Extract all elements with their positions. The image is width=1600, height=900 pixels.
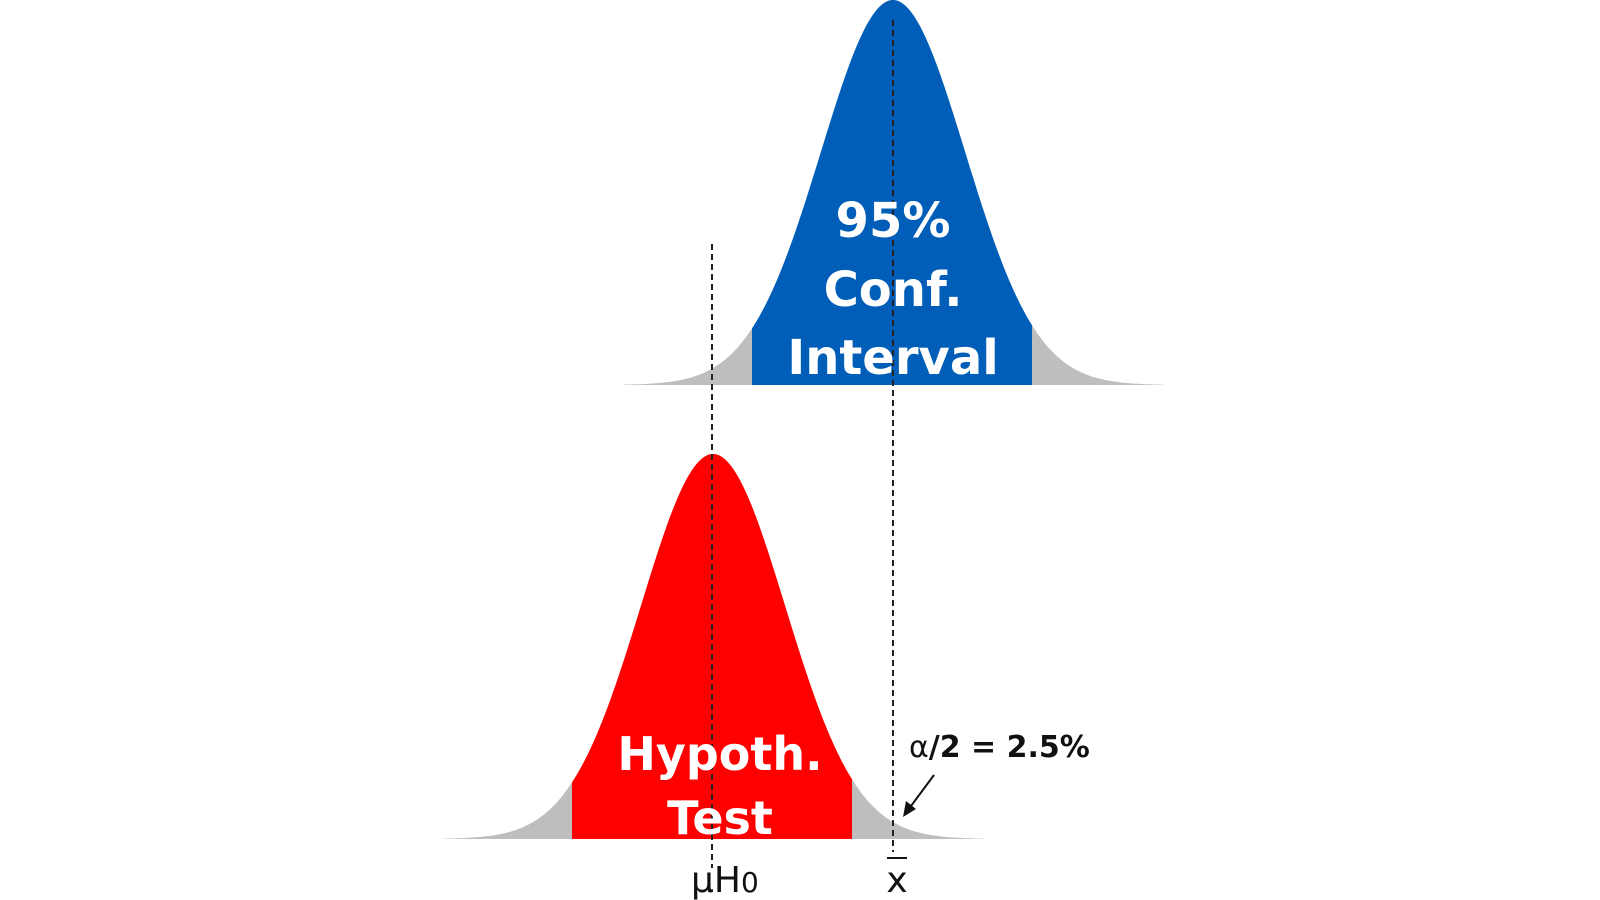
ci-label-line-1: 95%: [836, 193, 951, 249]
mu-subscript-h: H: [714, 860, 741, 900]
alpha-symbol: α: [909, 730, 929, 765]
ht-right-tail: [852, 779, 985, 839]
hypothesis-test-curve: [443, 454, 985, 839]
alpha-annotation: α/2 = 2.5%: [903, 730, 1090, 817]
alpha-arrow-head: [903, 801, 916, 817]
ci-right-tail: [1032, 325, 1163, 385]
mu-h0-label: μH0: [691, 860, 759, 900]
svg-text:α/2 = 2.5%: α/2 = 2.5%: [909, 730, 1090, 765]
xbar-label: x: [886, 857, 908, 900]
alpha-arrow-shaft: [910, 774, 935, 807]
alpha-annotation-text: /2 = 2.5%: [929, 730, 1090, 765]
ci-label-line-2: Conf.: [824, 262, 963, 318]
ci-label-line-3: Interval: [787, 330, 998, 386]
ci-left-tail: [623, 326, 753, 385]
xbar-letter: x: [886, 860, 907, 900]
ht-label-line-2: Test: [667, 791, 773, 845]
ht-left-tail: [443, 780, 573, 839]
mu-subscript-zero: 0: [741, 866, 759, 899]
ht-label-line-1: Hypoth.: [617, 727, 822, 781]
mu-symbol: μ: [691, 860, 714, 900]
